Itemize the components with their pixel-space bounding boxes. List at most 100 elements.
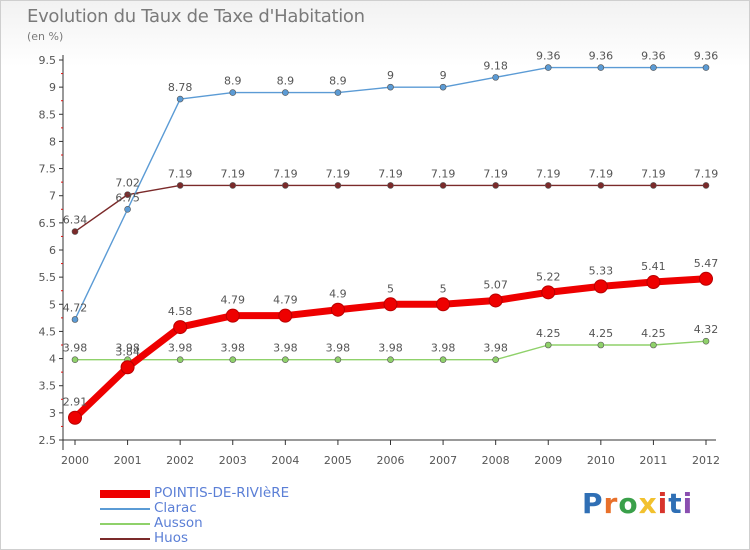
data-point <box>387 83 394 91</box>
y-tick-label: 6.5 <box>39 217 57 230</box>
data-point <box>225 308 240 323</box>
data-label: 7.19 <box>431 167 456 180</box>
legend-swatch-pointis <box>100 489 150 498</box>
y-tick-label: 2.5 <box>39 434 57 447</box>
x-tick-label: 2009 <box>534 454 562 467</box>
legend-label-pointis: POINTIS-DE-RIVIèRE <box>154 485 290 501</box>
data-label: 3.98 <box>431 342 456 355</box>
data-point <box>702 182 710 189</box>
data-label: 5.33 <box>589 264 614 277</box>
data-label: 7.02 <box>115 177 140 190</box>
data-point <box>436 297 451 312</box>
data-label: 9.36 <box>536 50 561 63</box>
data-point <box>650 341 657 349</box>
x-tick-label: 2011 <box>639 454 667 467</box>
data-label: 3.98 <box>168 342 193 355</box>
data-label: 9 <box>440 69 447 82</box>
data-point <box>387 356 394 363</box>
data-point <box>124 205 131 213</box>
data-label: 3.98 <box>63 342 88 355</box>
data-label: 7.19 <box>273 167 298 180</box>
data-label: 3.98 <box>273 342 298 355</box>
y-tick-label: 5 <box>49 298 56 311</box>
data-point <box>646 275 661 290</box>
data-label: 5.07 <box>483 278 508 291</box>
data-label: 3.84 <box>115 345 140 358</box>
data-label: 9.36 <box>589 50 614 63</box>
data-point <box>439 356 447 363</box>
data-label: 4.32 <box>694 323 719 336</box>
x-tick-label: 2002 <box>166 454 194 467</box>
y-tick-label: 3.5 <box>39 380 57 393</box>
data-point <box>229 356 237 363</box>
data-label: 8.9 <box>277 75 295 88</box>
data-point <box>702 64 710 71</box>
proxiti-logo: Proxiti <box>582 487 694 520</box>
data-point <box>383 297 398 312</box>
y-tick-label: 7.5 <box>39 163 57 176</box>
data-point <box>71 316 79 323</box>
data-point <box>650 182 657 189</box>
legend-swatch-ausson <box>100 522 150 525</box>
y-tick-label: 7 <box>49 190 56 203</box>
data-point <box>334 89 342 96</box>
y-tick-label: 9.5 <box>39 54 57 67</box>
data-point <box>439 182 447 189</box>
y-tick-label: 8 <box>49 135 56 148</box>
y-tick-label: 3 <box>49 407 56 420</box>
data-label: 4.25 <box>641 327 666 340</box>
data-point <box>650 64 657 71</box>
data-point <box>699 271 713 286</box>
data-point <box>334 182 342 189</box>
y-tick-label: 5.5 <box>39 271 57 284</box>
series-line-huos <box>74 184 707 233</box>
data-label: 5.22 <box>536 270 561 283</box>
data-point <box>541 285 556 300</box>
data-point <box>71 356 79 363</box>
data-label: 5 <box>387 282 394 295</box>
data-point <box>492 356 499 363</box>
x-tick-label: 2004 <box>271 454 299 467</box>
data-label: 8.78 <box>168 81 193 94</box>
x-tick-label: 2006 <box>377 454 405 467</box>
x-tick-label: 2007 <box>429 454 457 467</box>
data-point <box>387 182 394 189</box>
data-label: 3.98 <box>483 342 508 355</box>
data-label: 2.91 <box>63 396 88 409</box>
data-label: 8.9 <box>224 75 242 88</box>
data-point <box>597 341 605 349</box>
data-point <box>124 191 131 198</box>
data-label: 7.19 <box>641 167 666 180</box>
legend-swatch-clarac <box>100 507 150 510</box>
data-label: 9.36 <box>641 50 666 63</box>
data-label: 9.36 <box>694 50 719 63</box>
data-point <box>229 182 237 189</box>
y-tick-label: 4 <box>49 353 56 366</box>
x-tick-label: 2010 <box>587 454 615 467</box>
data-label: 5.41 <box>641 260 666 273</box>
data-label: 4.72 <box>63 301 88 314</box>
data-point <box>544 182 552 189</box>
data-label: 4.25 <box>589 327 614 340</box>
data-point <box>544 341 552 349</box>
legend-label-huos: Huos <box>154 530 189 546</box>
data-point <box>71 228 79 235</box>
data-point <box>488 293 503 308</box>
data-label: 3.98 <box>378 342 403 355</box>
x-tick-label: 2001 <box>114 454 142 467</box>
data-point <box>282 356 289 363</box>
data-label: 4.25 <box>536 327 561 340</box>
data-point <box>176 95 184 103</box>
data-point <box>334 356 342 363</box>
legend-label-ausson: Ausson <box>154 515 203 531</box>
data-point <box>278 308 293 323</box>
data-point <box>492 182 499 189</box>
data-label: 3.98 <box>115 342 140 355</box>
data-point <box>68 410 82 425</box>
data-point <box>282 89 289 96</box>
data-point <box>593 279 608 294</box>
data-label: 9 <box>387 69 394 82</box>
y-tick-label: 6 <box>49 244 56 257</box>
data-label: 7.19 <box>326 167 351 180</box>
